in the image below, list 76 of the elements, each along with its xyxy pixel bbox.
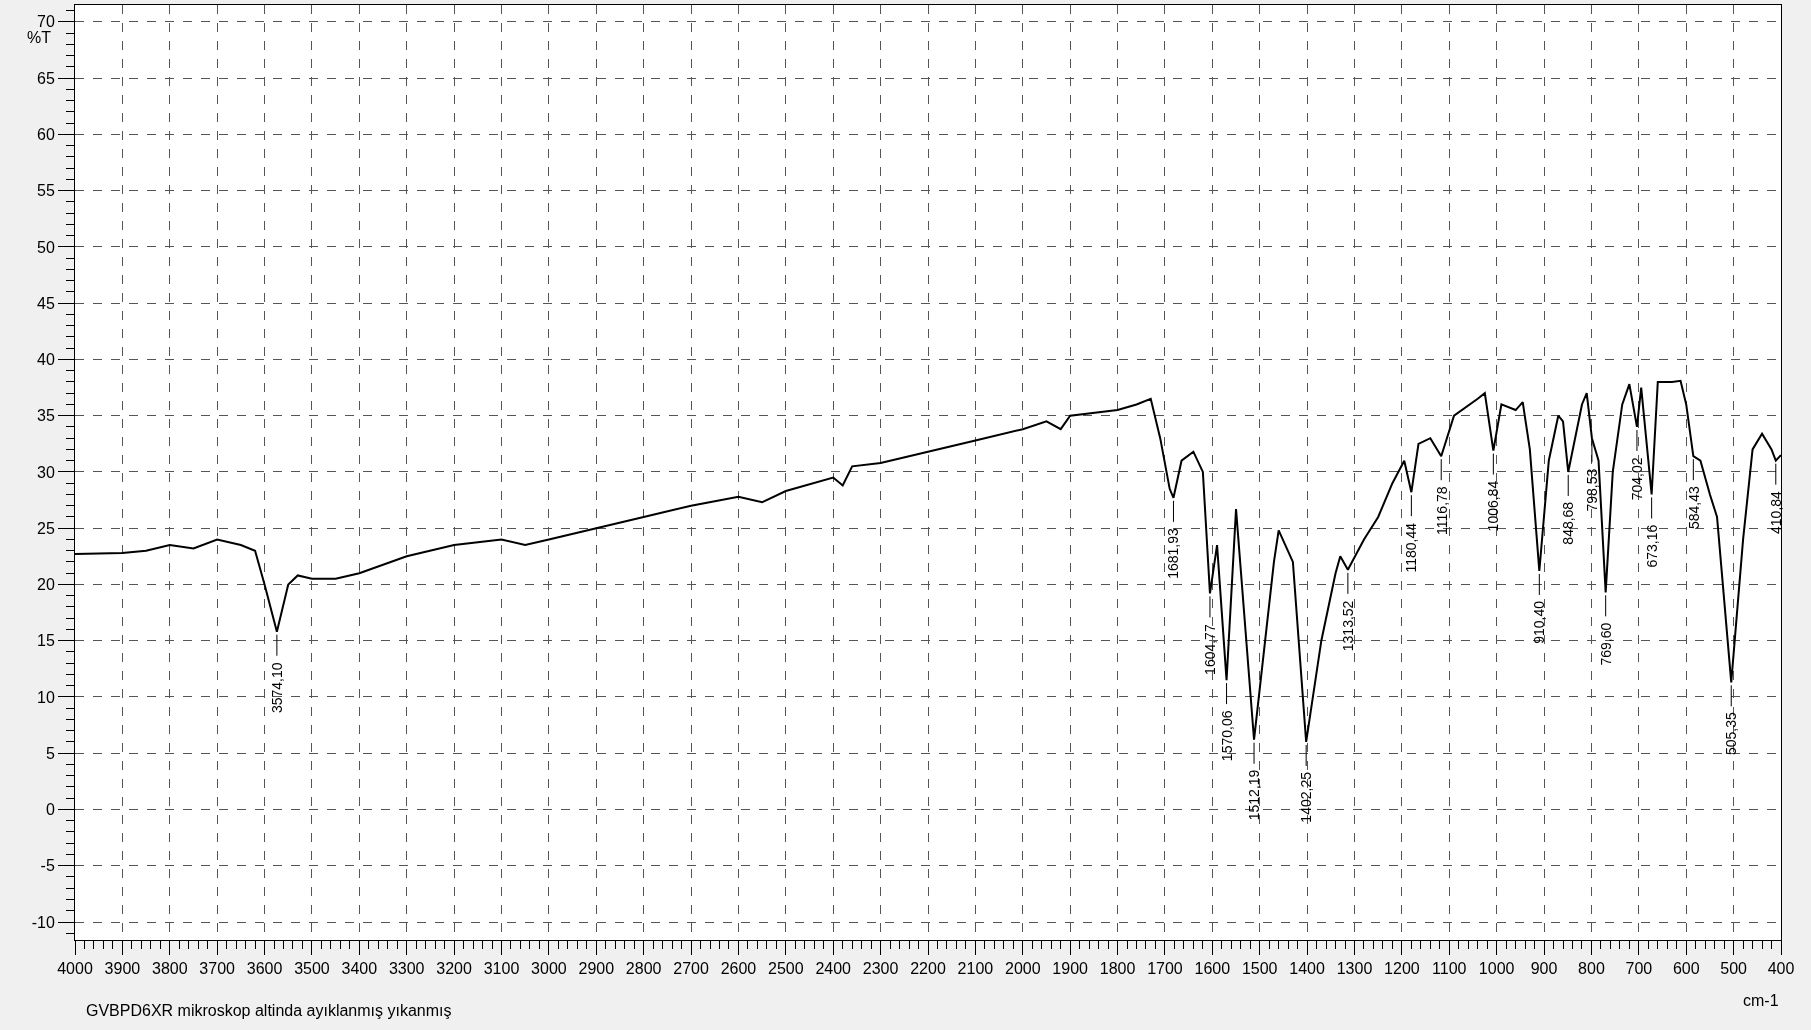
y-tick-label: 60 bbox=[37, 125, 55, 143]
x-tick-label: 3700 bbox=[199, 960, 236, 978]
y-tick-label: 40 bbox=[37, 351, 55, 369]
annotation: 1570,06 bbox=[1218, 710, 1235, 762]
y-tick-label: -5 bbox=[40, 857, 55, 875]
y-tick-label: 45 bbox=[37, 294, 55, 312]
x-tick-label: 500 bbox=[1720, 960, 1748, 978]
text: GVBPD6XR mikroskop altinda ayıklanmış yıkanmış bbox=[86, 1002, 452, 1019]
x-tick-label: 1300 bbox=[1336, 960, 1373, 978]
x-tick-label: 900 bbox=[1530, 960, 1558, 978]
annotation: 1116,78 bbox=[1433, 486, 1450, 535]
x-tick-label: 3000 bbox=[531, 960, 567, 978]
x-tick-label: 3200 bbox=[436, 960, 473, 978]
x-tick-label: 1600 bbox=[1194, 960, 1231, 978]
x-tick-label: 4000 bbox=[57, 960, 93, 978]
x-tick-label: 3600 bbox=[246, 960, 283, 978]
annotation: 910,40 bbox=[1530, 600, 1547, 644]
x-tick-label: 3400 bbox=[341, 960, 378, 978]
x-tick-label: 1200 bbox=[1384, 960, 1420, 978]
x-tick-label: 1900 bbox=[1052, 960, 1089, 978]
x-tick-label: 700 bbox=[1625, 960, 1653, 978]
annotation: 1006,84 bbox=[1485, 480, 1502, 532]
annotation: 584,43 bbox=[1685, 485, 1702, 530]
x-tick-label: 1700 bbox=[1147, 960, 1183, 978]
x-tick-label: 1000 bbox=[1478, 960, 1515, 978]
y-tick-label: 15 bbox=[37, 632, 55, 650]
annotation: 848,68 bbox=[1559, 501, 1576, 545]
x-tick-label: 3300 bbox=[388, 960, 425, 978]
y-axis-title: %T bbox=[27, 29, 52, 46]
x-tick-label: 2000 bbox=[1004, 960, 1041, 978]
annotation: 1604,77 bbox=[1202, 624, 1219, 675]
y-tick-label: 65 bbox=[37, 69, 55, 87]
y-tick-label: 5 bbox=[45, 744, 55, 762]
x-tick-label: 2600 bbox=[720, 960, 757, 978]
annotation: 1313,52 bbox=[1339, 600, 1356, 652]
x-tick-label: 3800 bbox=[151, 960, 188, 978]
annotation: 798,53 bbox=[1584, 468, 1601, 512]
y-tick-label: 70 bbox=[37, 13, 55, 31]
x-tick-label: 2300 bbox=[862, 960, 899, 978]
x-tick-label: 2200 bbox=[910, 960, 946, 978]
x-tick-label: 3500 bbox=[294, 960, 330, 978]
y-tick-label: -10 bbox=[31, 913, 55, 931]
y-tick-label: 25 bbox=[37, 519, 55, 537]
annotation: 1180,44 bbox=[1403, 522, 1420, 573]
y-tick-label: 35 bbox=[37, 407, 55, 425]
annotation: 769,60 bbox=[1597, 622, 1614, 666]
annotation: 1402,25 bbox=[1297, 771, 1314, 823]
x-tick-label: 800 bbox=[1578, 960, 1605, 978]
x-tick-label: 2100 bbox=[957, 960, 994, 978]
y-tick-label: 20 bbox=[37, 576, 55, 594]
x-tick-label: 2800 bbox=[625, 960, 662, 978]
annotation: 1681,93 bbox=[1165, 527, 1182, 579]
x-tick-label: 3100 bbox=[483, 960, 520, 978]
x-tick-label: 2900 bbox=[578, 960, 615, 978]
x-tick-label: 1100 bbox=[1432, 960, 1467, 978]
x-tick-label: 2400 bbox=[815, 960, 852, 978]
x-tick-label: 600 bbox=[1672, 960, 1700, 978]
y-tick-label: 55 bbox=[37, 182, 55, 200]
x-tick-label: 2700 bbox=[673, 960, 709, 978]
x-axis-title: cm-1 bbox=[1743, 992, 1779, 1009]
y-tick-label: 30 bbox=[37, 463, 55, 481]
y-tick-label: 0 bbox=[45, 801, 55, 819]
x-tick-label: 1400 bbox=[1289, 960, 1326, 978]
annotation: 704,02 bbox=[1628, 457, 1645, 501]
annotation: 3574,10 bbox=[268, 662, 285, 714]
y-tick-label: 50 bbox=[37, 238, 55, 256]
x-tick-label: 3900 bbox=[104, 960, 141, 978]
x-tick-label: 400 bbox=[1767, 960, 1795, 978]
y-tick-label: 10 bbox=[37, 688, 55, 706]
annotation: 1512,19 bbox=[1245, 769, 1262, 821]
x-tick-label: 2500 bbox=[768, 960, 804, 978]
annotation: 673,16 bbox=[1643, 524, 1660, 568]
annotation: 505,35 bbox=[1723, 712, 1740, 756]
x-tick-label: 1500 bbox=[1241, 960, 1278, 978]
x-tick-label: 1800 bbox=[1099, 960, 1136, 978]
annotation: 410,84 bbox=[1767, 490, 1784, 534]
